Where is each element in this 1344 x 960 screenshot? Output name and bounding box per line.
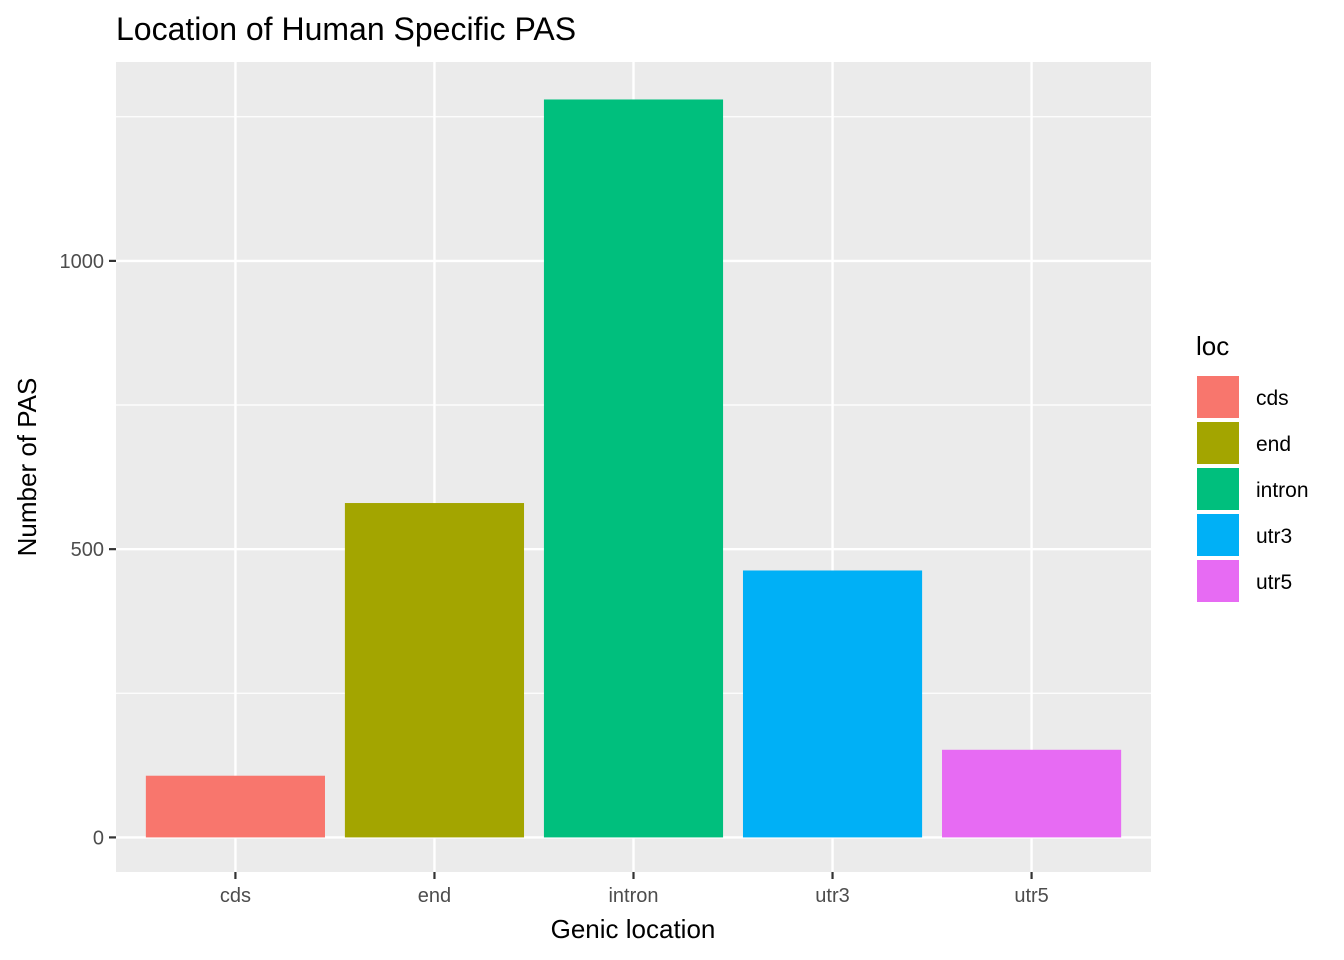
legend-label-intron: intron [1256, 479, 1309, 502]
legend-title: loc [1196, 331, 1229, 361]
legend-key-cds [1197, 376, 1239, 418]
y-axis: 0 500 1000 [60, 251, 116, 849]
x-tick-label-cds: cds [220, 885, 251, 907]
x-tick-label-end: end [418, 885, 451, 907]
legend-label-utr5: utr5 [1256, 571, 1292, 594]
bar-cds [145, 775, 325, 838]
y-axis-title: Number of PAS [12, 378, 42, 557]
legend-label-utr3: utr3 [1256, 525, 1292, 548]
x-axis: cds end intron utr3 utr5 [220, 872, 1049, 907]
legend-key-utr3 [1197, 514, 1239, 556]
legend-label-end: end [1256, 433, 1291, 456]
y-tick-label-1: 500 [71, 539, 104, 561]
legend-key-utr5 [1197, 560, 1239, 602]
bar-utr3 [742, 570, 923, 838]
bar-utr5 [942, 749, 1122, 838]
chart-title: Location of Human Specific PAS [116, 11, 576, 47]
bar-intron [543, 99, 724, 838]
legend-key-end [1197, 422, 1239, 464]
x-tick-label-utr3: utr3 [815, 885, 849, 907]
bars [145, 99, 1122, 838]
bar-end [344, 503, 525, 838]
y-tick-label-2: 1000 [60, 251, 105, 273]
x-axis-title: Genic location [551, 914, 716, 944]
legend: loc cds end intron utr3 utr5 [1196, 331, 1309, 602]
x-tick-label-intron: intron [608, 885, 658, 907]
y-tick-label-0: 0 [93, 827, 104, 849]
x-tick-label-utr5: utr5 [1014, 885, 1048, 907]
legend-key-intron [1197, 468, 1239, 510]
legend-label-cds: cds [1256, 387, 1289, 410]
